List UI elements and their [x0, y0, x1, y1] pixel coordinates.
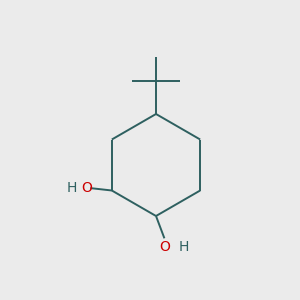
Text: H: H	[179, 240, 189, 254]
Text: O: O	[159, 240, 170, 254]
Text: H: H	[66, 181, 77, 195]
Text: O: O	[81, 181, 92, 195]
